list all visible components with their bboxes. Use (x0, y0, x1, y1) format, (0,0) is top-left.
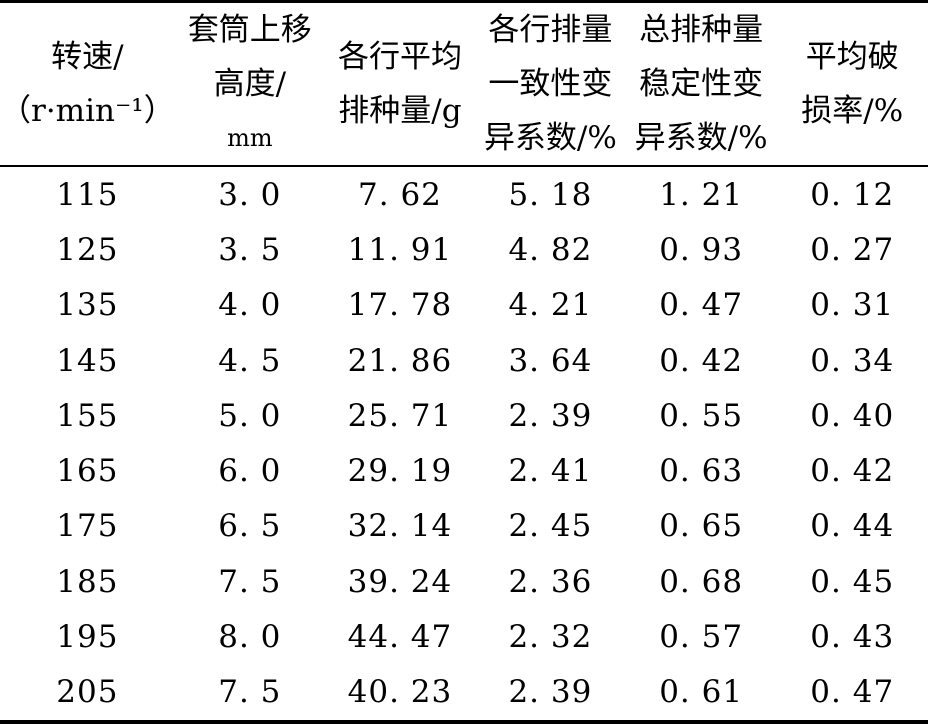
header-speed-line-2: （r·min⁻¹） (0, 84, 175, 138)
table-cell: 0. 57 (626, 609, 777, 664)
header-breakage-rate: 平均破 损率/% (777, 3, 928, 166)
header-sleeve-height-line-2: 高度/ (175, 57, 325, 111)
table-cell: 1. 21 (626, 167, 777, 222)
table-cell: 0. 42 (777, 443, 928, 498)
table-cell: 3. 0 (175, 167, 325, 222)
table-cell: 0. 31 (777, 278, 928, 333)
header-row-consistency-cv-line-3: 异系数/% (475, 111, 626, 165)
table-cell: 32. 14 (325, 499, 475, 554)
header-total-stability-cv: 总排种量 稳定性变 异系数/% (626, 3, 777, 166)
table-cell: 7. 62 (325, 167, 475, 222)
table-cell: 0. 68 (626, 554, 777, 609)
header-avg-seeding-line-1: 各行平均 (325, 30, 475, 84)
table-cell: 21. 86 (325, 333, 475, 388)
table-cell: 4. 5 (175, 333, 325, 388)
table-cell: 0. 65 (626, 499, 777, 554)
table-cell: 4. 0 (175, 278, 325, 333)
header-row-consistency-cv-line-1: 各行排量 (475, 3, 626, 57)
table-cell: 25. 71 (325, 388, 475, 443)
table-cell: 11. 91 (325, 222, 475, 277)
table-cell: 115 (0, 167, 175, 222)
table-cell: 2. 32 (475, 609, 626, 664)
table-cell: 2. 39 (475, 665, 626, 722)
header-row-consistency-cv-line-2: 一致性变 (475, 57, 626, 111)
table-cell: 155 (0, 388, 175, 443)
table-cell: 165 (0, 443, 175, 498)
table-cell: 2. 39 (475, 388, 626, 443)
table-cell: 29. 19 (325, 443, 475, 498)
table-cell: 0. 45 (777, 554, 928, 609)
table-cell: 145 (0, 333, 175, 388)
table-cell: 185 (0, 554, 175, 609)
header-speed-line-1: 转速/ (0, 30, 175, 84)
table-cell: 8. 0 (175, 609, 325, 664)
table-cell: 4. 82 (475, 222, 626, 277)
table-cell: 0. 40 (777, 388, 928, 443)
table-cell: 6. 0 (175, 443, 325, 498)
header-avg-seeding: 各行平均 排种量/g (325, 3, 475, 166)
header-total-stability-cv-line-2: 稳定性变 (626, 57, 777, 111)
header-sleeve-height-line-3: mm (175, 111, 325, 165)
table-cell: 0. 27 (777, 222, 928, 277)
table-cell: 2. 45 (475, 499, 626, 554)
table-cell: 0. 12 (777, 167, 928, 222)
header-sleeve-height-line-1: 套筒上移 (175, 3, 325, 57)
table-cell: 5. 0 (175, 388, 325, 443)
header-avg-seeding-line-2: 排种量/g (325, 84, 475, 138)
table-cell: 195 (0, 609, 175, 664)
table-cell: 175 (0, 499, 175, 554)
table-cell: 3. 5 (175, 222, 325, 277)
table-cell: 44. 47 (325, 609, 475, 664)
table-cell: 0. 43 (777, 609, 928, 664)
header-sleeve-height: 套筒上移 高度/ mm (175, 3, 325, 166)
table-cell: 0. 34 (777, 333, 928, 388)
header-row-consistency-cv: 各行排量 一致性变 异系数/% (475, 3, 626, 166)
table-cell: 7. 5 (175, 665, 325, 722)
table-cell: 125 (0, 222, 175, 277)
table-cell: 17. 78 (325, 278, 475, 333)
table-cell: 5. 18 (475, 167, 626, 222)
table-cell: 4. 21 (475, 278, 626, 333)
header-total-stability-cv-line-3: 异系数/% (626, 111, 777, 165)
header-total-stability-cv-line-1: 总排种量 (626, 3, 777, 57)
table-cell: 3. 64 (475, 333, 626, 388)
table-cell: 0. 93 (626, 222, 777, 277)
table-cell: 135 (0, 278, 175, 333)
table-cell: 6. 5 (175, 499, 325, 554)
table-cell: 205 (0, 665, 175, 722)
table-cell: 39. 24 (325, 554, 475, 609)
header-breakage-rate-line-2: 损率/% (777, 84, 928, 138)
table-cell: 0. 47 (777, 665, 928, 722)
header-row: 转速/ （r·min⁻¹） 套筒上移 高度/ mm 各行平均 排种量/g 各行排… (0, 3, 928, 166)
header-speed: 转速/ （r·min⁻¹） (0, 3, 175, 166)
table-cell: 0. 47 (626, 278, 777, 333)
table-cell: 2. 41 (475, 443, 626, 498)
table-cell: 7. 5 (175, 554, 325, 609)
table-cell: 0. 42 (626, 333, 777, 388)
table-cell: 40. 23 (325, 665, 475, 722)
table-cell: 0. 44 (777, 499, 928, 554)
table-cell: 2. 36 (475, 554, 626, 609)
table-cell: 0. 63 (626, 443, 777, 498)
header-breakage-rate-line-1: 平均破 (777, 30, 928, 84)
table-cell: 0. 55 (626, 388, 777, 443)
table-header: 转速/ （r·min⁻¹） 套筒上移 高度/ mm 各行平均 排种量/g 各行排… (0, 2, 928, 168)
table-cell: 0. 61 (626, 665, 777, 722)
